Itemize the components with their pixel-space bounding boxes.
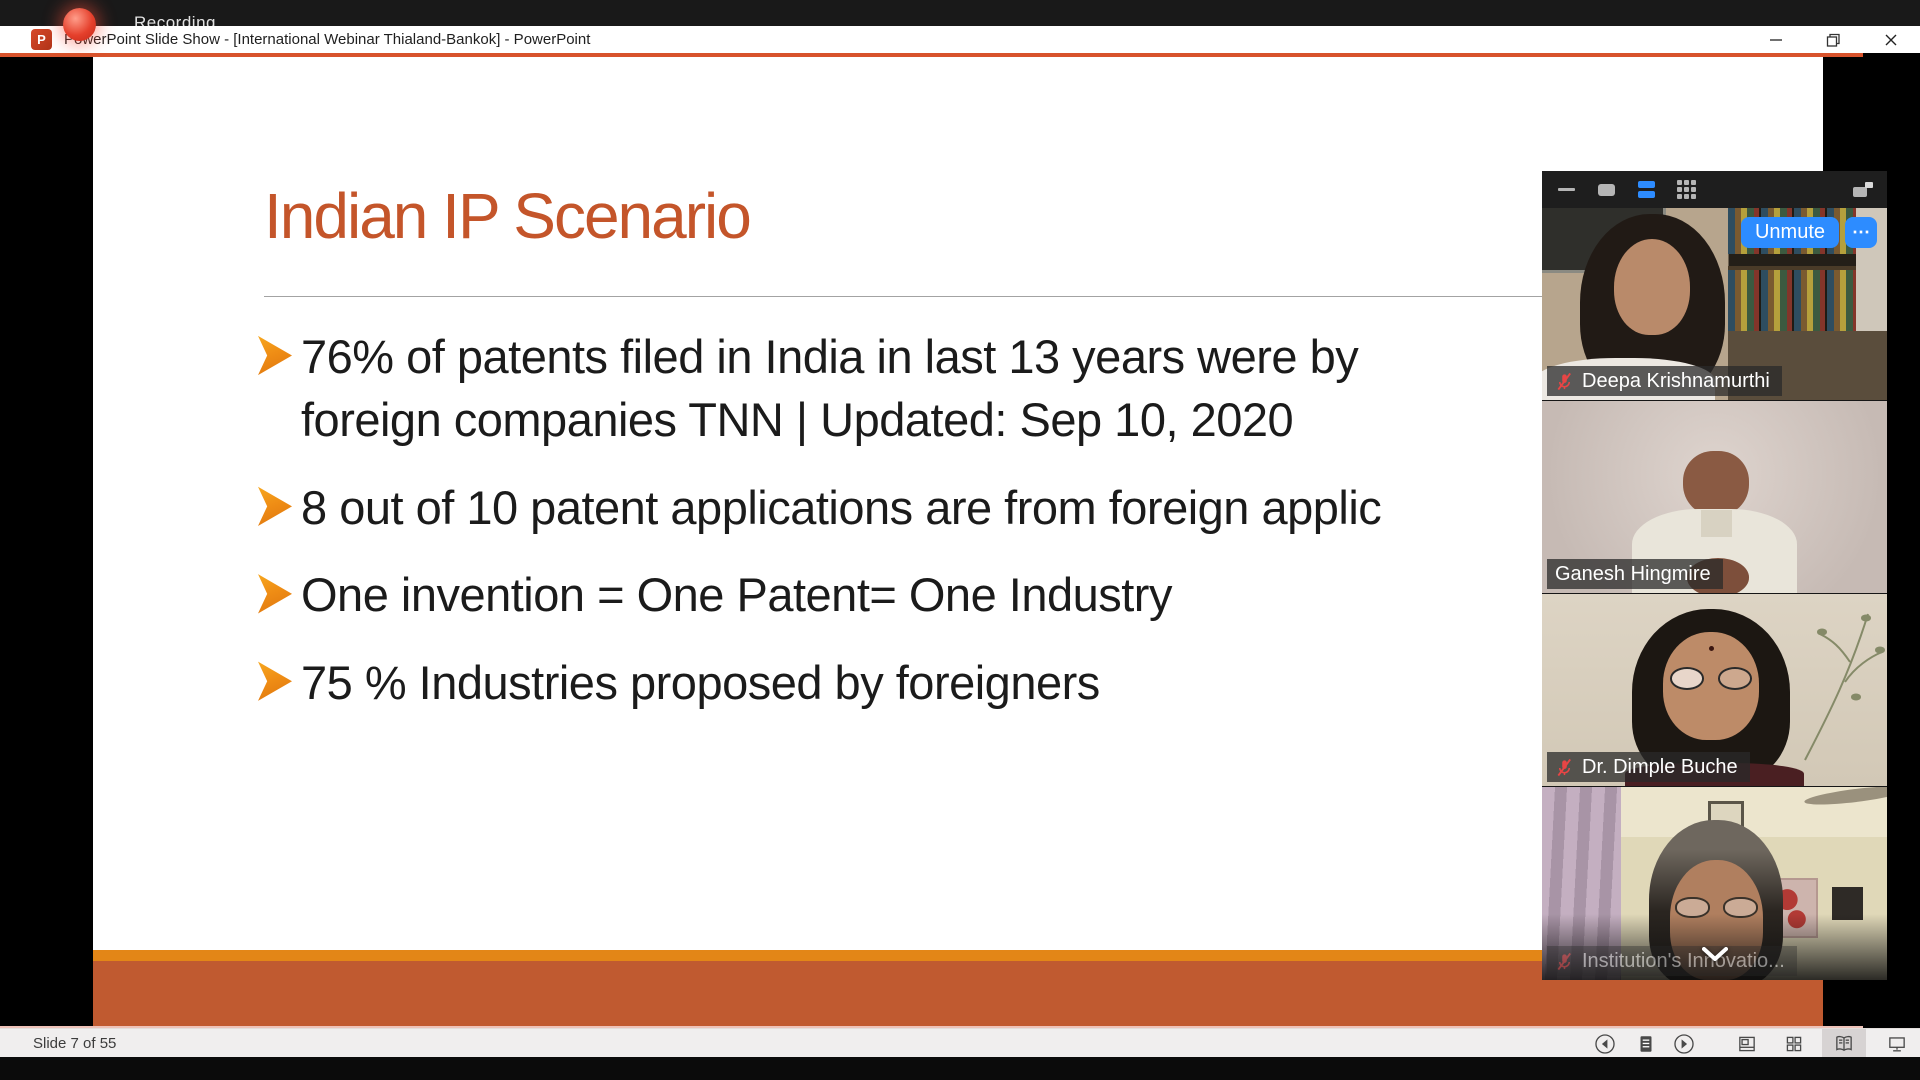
participant-tile: Institution's Innovatio... <box>1542 787 1887 980</box>
next-slide-button[interactable] <box>1666 1029 1702 1058</box>
bullet-item: 76% of patents filed in India in last 13… <box>258 325 1738 452</box>
gallery-view-button[interactable] <box>1670 171 1702 208</box>
bullet-item: One invention = One Patent= One Industry <box>258 563 1738 626</box>
bullet-text: 76% of patents filed in India in last 13… <box>301 330 1359 447</box>
recording-region-border-top <box>0 53 1863 57</box>
recording-region-border-bottom <box>0 1026 1863 1028</box>
close-button[interactable] <box>1861 26 1920 53</box>
popout-panel-button[interactable] <box>1847 171 1879 208</box>
powerpoint-app-icon: P <box>31 29 52 50</box>
minimize-button[interactable] <box>1747 26 1804 53</box>
participant-name-tag: Institution's Innovatio... <box>1547 946 1797 976</box>
glasses-shape <box>1674 897 1758 919</box>
participant-name: Institution's Innovatio... <box>1582 949 1785 972</box>
meeting-panel: Unmute ⋯ Deepa Krishnamurthi Ganesh Hing… <box>1542 171 1887 980</box>
participant-name-tag: Dr. Dimple Buche <box>1547 752 1750 782</box>
branch-decal-shape <box>1804 613 1885 761</box>
participant-video <box>1542 787 1887 980</box>
participant-tile: Unmute ⋯ Deepa Krishnamurthi <box>1542 208 1887 400</box>
recording-strip: Recording... <box>0 0 1920 26</box>
bullet-text: One invention = One Patent= One Industry <box>301 568 1172 622</box>
ceiling-fan-shape <box>1803 787 1887 809</box>
person-face-shape <box>1683 450 1749 517</box>
arrow-bullet-icon <box>258 574 292 614</box>
bindi-shape <box>1709 645 1715 651</box>
slide-title: Indian IP Scenario <box>264 180 752 252</box>
speaker-view-button[interactable] <box>1590 171 1622 208</box>
bullet-text: 75 % Industries proposed by foreigners <box>301 655 1100 709</box>
more-options-button[interactable]: ⋯ <box>1845 217 1877 248</box>
slide-counter: Slide 7 of 55 <box>33 1035 117 1052</box>
arrow-bullet-icon <box>258 661 292 701</box>
arrow-bullet-icon <box>258 486 292 527</box>
shirt-collar-shape <box>1700 510 1732 538</box>
recording-label: Recording... <box>134 13 232 26</box>
bullet-list: 76% of patents filed in India in last 13… <box>258 325 1738 738</box>
participant-tile-active-speaker: Ganesh Hingmire <box>1542 401 1887 593</box>
bullet-text: 8 out of 10 patent applications are from… <box>301 480 1382 534</box>
bullet-item: 75 % Industries proposed by foreigners <box>258 651 1738 714</box>
strip-view-button[interactable] <box>1630 171 1662 208</box>
participant-name: Deepa Krishnamurthi <box>1582 369 1770 392</box>
slide-accent-bar-thin <box>93 950 1823 961</box>
person-face-shape <box>1614 238 1691 335</box>
slide-canvas[interactable]: Indian IP Scenario 76% of patents filed … <box>93 57 1824 1026</box>
window-title: PowerPoint Slide Show - [International W… <box>64 31 591 48</box>
title-divider <box>264 296 1824 297</box>
muted-mic-icon <box>1557 952 1571 970</box>
arrow-bullet-icon <box>258 335 292 376</box>
previous-slide-button[interactable] <box>1587 1029 1623 1058</box>
powerpoint-statusbar: Slide 7 of 55 <box>0 1028 1920 1058</box>
bottom-shade-overlay <box>1542 914 1887 980</box>
glasses-shape <box>1669 666 1753 690</box>
meeting-panel-toolbar <box>1542 171 1887 208</box>
recording-dot-icon <box>63 8 96 41</box>
bullet-item: 8 out of 10 patent applications are from… <box>258 476 1738 539</box>
muted-mic-icon <box>1557 372 1571 390</box>
slide-sorter-view-button[interactable] <box>1776 1029 1812 1058</box>
muted-mic-icon <box>1557 758 1571 776</box>
more-participants-chevron-button[interactable] <box>1699 946 1731 966</box>
reading-view-button[interactable] <box>1826 1029 1862 1058</box>
participant-tile: Dr. Dimple Buche <box>1542 594 1887 786</box>
restore-button[interactable] <box>1804 26 1861 53</box>
window-titlebar: P PowerPoint Slide Show - [International… <box>0 26 1920 53</box>
normal-view-button[interactable] <box>1729 1029 1765 1058</box>
slideshow-menu-button[interactable] <box>1628 1029 1664 1058</box>
participant-name-tag: Deepa Krishnamurthi <box>1547 366 1782 396</box>
bottom-letterbox <box>0 1057 1920 1080</box>
slideshow-view-button[interactable] <box>1879 1029 1915 1058</box>
unmute-button[interactable]: Unmute <box>1740 217 1839 248</box>
participant-name: Ganesh Hingmire <box>1555 562 1711 585</box>
bookshelf-shape <box>1728 265 1860 331</box>
participant-name: Dr. Dimple Buche <box>1582 755 1738 778</box>
slide-accent-bar-thick <box>93 961 1823 1026</box>
participant-name-tag: Ganesh Hingmire <box>1547 559 1723 589</box>
panel-minimize-button[interactable] <box>1550 171 1582 208</box>
